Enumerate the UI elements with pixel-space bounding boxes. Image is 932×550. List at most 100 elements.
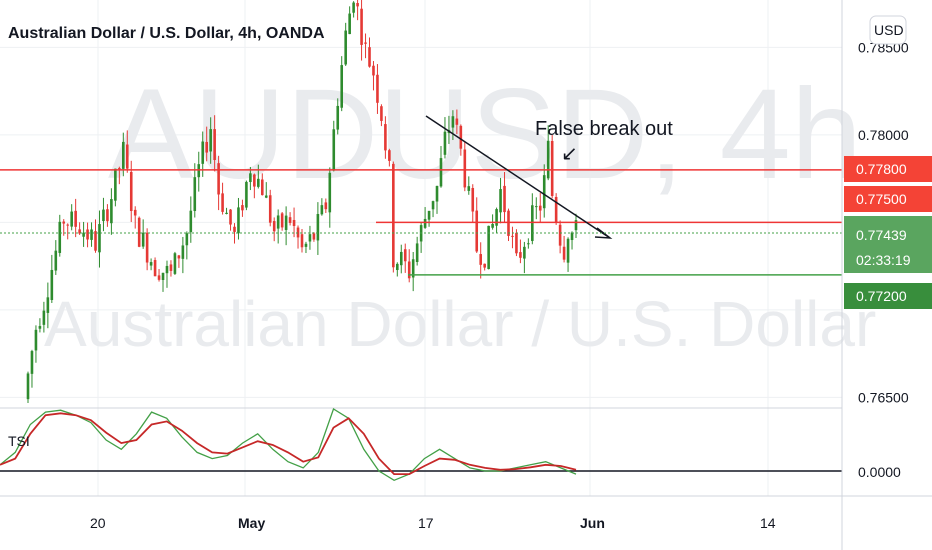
candle-body [550,140,554,196]
x-tick-label: 17 [418,515,434,531]
candle-body [70,211,73,227]
candle-body [30,351,34,374]
candle-body [34,329,38,351]
candle-body [165,265,169,274]
candle-body [229,209,232,225]
candle-body [82,232,85,237]
candle-body [245,181,248,208]
candle-body [483,263,486,268]
candle-body [499,189,502,213]
candle-body [487,225,490,270]
candle-body [141,232,145,247]
candle-body [312,233,316,240]
candle-body [169,264,173,271]
horizontal-levels[interactable] [0,169,842,276]
chart-title: Australian Dollar / U.S. Dollar, 4h, OAN… [8,25,325,42]
x-tick-label: 14 [760,515,776,531]
candle-body [193,177,197,211]
candle-body [221,193,224,212]
price-label-0: 0.77800 [844,156,932,182]
candle-body [451,116,455,128]
candlestick-series [26,0,578,403]
candle-body [336,105,340,130]
candle-body [173,253,177,274]
candle-body [427,210,431,220]
candle-body [276,215,280,229]
candle-body [133,209,137,216]
candle-body [62,221,66,224]
candle-body [233,226,236,232]
candle-body [570,232,574,241]
candle-body [392,163,395,268]
candle-body [66,224,70,226]
candle-body [118,168,121,170]
candle-body [527,243,530,245]
annotation-text[interactable]: False break out [535,118,673,140]
candle-body [122,141,125,169]
candle-body [546,140,550,179]
price-label-0-text: 0.77800 [856,161,907,177]
time-axis[interactable]: 20 May 17 Jun 14 [90,515,776,531]
candle-body [519,252,522,258]
candle-body [376,74,379,103]
candle-body [253,174,256,187]
watermark-symbol: AUDUSD, 4h [108,63,862,206]
candle-body [507,210,510,236]
candle-body [257,178,260,187]
candle-body [431,201,435,210]
price-label-2-text: 0.77439 [856,227,907,243]
trendline [425,115,611,239]
candle-body [137,217,141,247]
candle-body [260,179,264,196]
candle-body [348,13,351,35]
candle-body [185,233,189,246]
tsi-label[interactable]: TSI [8,433,30,449]
tsi-signal-line [0,412,577,475]
candle-body [268,195,272,223]
candle-body [74,210,77,227]
tsi-indicator [0,408,577,482]
currency-button[interactable]: USD [869,15,907,45]
y-tick-label: 0.76500 [858,389,909,405]
candle-body [471,187,475,212]
currency-button-label: USD [874,22,904,38]
candle-body [288,217,292,223]
x-tick-label: Jun [580,515,605,531]
candle-body [566,238,570,263]
candle-body [280,213,284,228]
trendline-arrowhead [594,227,613,239]
candle-body [114,168,117,201]
candle-body [360,8,363,45]
candle-body [205,141,208,153]
price-label-2: 0.77439 02:33:19 [844,216,932,273]
candle-body [531,205,534,241]
trendline-drawing[interactable] [425,115,613,239]
candle-body [237,207,240,234]
candle-body [455,118,459,125]
candle-body [439,158,443,187]
countdown-text: 02:33:19 [856,252,911,268]
candle-body [463,149,467,188]
candle-body [407,261,411,279]
candle-body [364,42,367,44]
candle-body [54,250,58,271]
candle-body [26,373,30,400]
candle-body [403,249,407,262]
candle-body [58,221,62,253]
candle-body [558,224,562,246]
candle-body [42,310,46,325]
candle-body [300,234,304,248]
x-tick-label: May [238,515,265,531]
candle-body [201,141,205,164]
candle-body [272,221,276,232]
candle-body [94,231,97,251]
candle-body [574,220,578,231]
candle-body [399,251,403,266]
candle-body [515,232,518,254]
candle-body [443,131,447,155]
watermark-name: Australian Dollar / U.S. Dollar [44,288,876,360]
candle-body [213,129,216,161]
candle-body [304,243,308,247]
candle-body [320,205,324,215]
